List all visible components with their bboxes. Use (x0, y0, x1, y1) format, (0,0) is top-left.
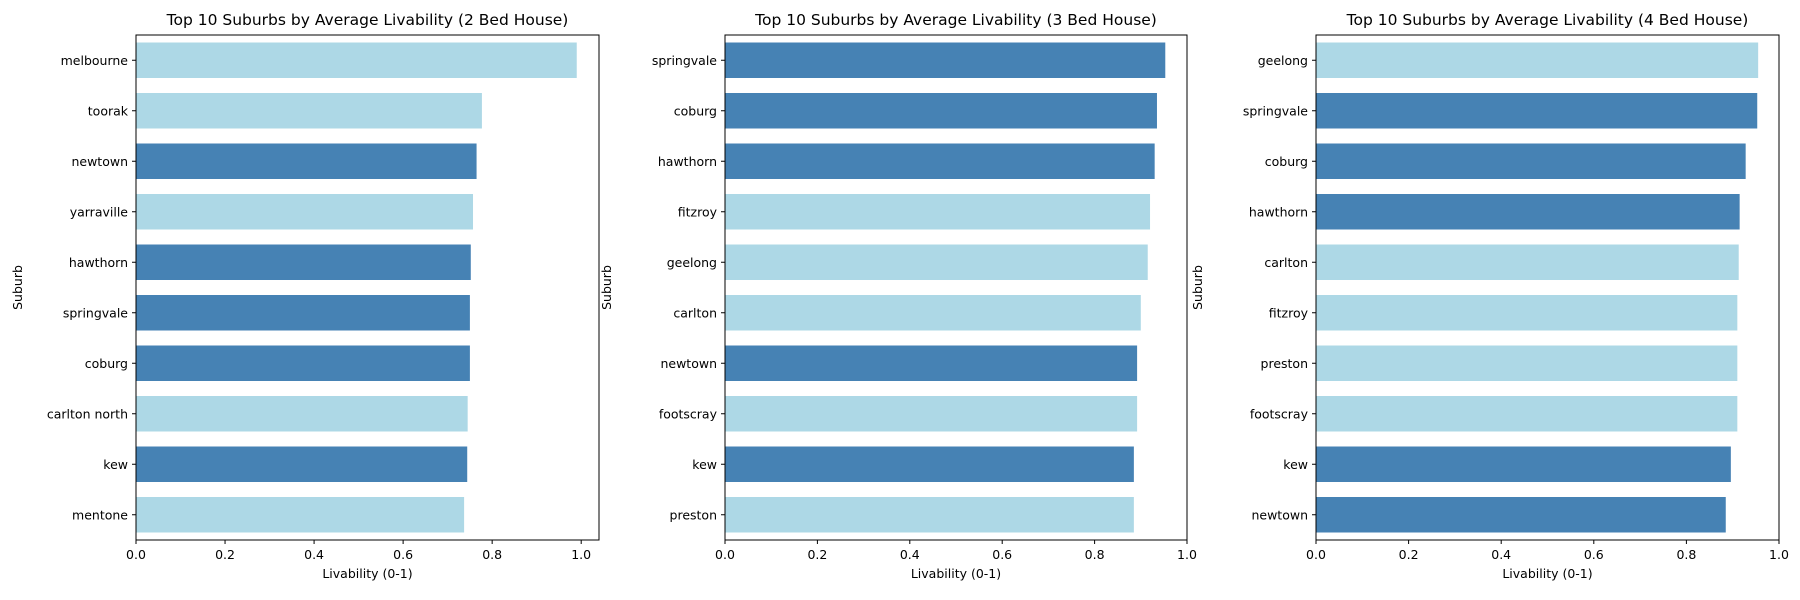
y-tick-label: footscray (1250, 406, 1309, 421)
y-tick-label: springvale (652, 53, 717, 68)
y-tick-label: carlton north (47, 406, 128, 421)
bar-hawthorn (725, 143, 1155, 179)
x-tick-label: 0.0 (126, 547, 146, 562)
axes-frame (1315, 34, 1780, 541)
y-tick-label: preston (1261, 356, 1308, 371)
y-tick-label: carlton (673, 305, 717, 320)
y-tick-label: mentone (72, 507, 128, 522)
bar-springvale (136, 295, 470, 331)
x-tick-label: 1.0 (1177, 547, 1197, 562)
chart-panel-1: Top 10 Suburbs by Average Livability (2 … (10, 11, 600, 581)
x-tick-label: 0.2 (215, 547, 235, 562)
bar-newtown (1316, 497, 1726, 533)
y-tick-label: coburg (1265, 154, 1308, 169)
bar-newtown (725, 345, 1138, 381)
x-tick-label: 0.4 (1491, 547, 1511, 562)
x-tick-label: 0.8 (482, 547, 502, 562)
y-tick-label: geelong (667, 255, 717, 270)
y-axis-label: Suburb (1190, 265, 1205, 310)
bar-kew (725, 446, 1134, 482)
bar-coburg (136, 345, 470, 381)
y-tick-label: footscray (659, 406, 718, 421)
x-tick-label: 1.0 (1769, 547, 1789, 562)
y-tick-label: fitzroy (1269, 305, 1309, 320)
y-axis-label: Suburb (599, 265, 614, 310)
x-axis-label: Livability (0-1) (1502, 566, 1592, 581)
y-tick-label: hawthorn (69, 255, 128, 270)
y-tick-label: preston (670, 507, 717, 522)
y-tick-label: coburg (85, 356, 128, 371)
x-tick-label: 0.2 (807, 547, 827, 562)
y-tick-label: newtown (71, 154, 128, 169)
y-tick-label: melbourne (61, 53, 129, 68)
bar-hawthorn (136, 244, 471, 280)
chart-title: Top 10 Suburbs by Average Livability (4 … (1346, 11, 1749, 29)
x-tick-label: 0.6 (1584, 547, 1604, 562)
y-tick-label: springvale (63, 305, 128, 320)
bar-kew (1316, 446, 1731, 482)
x-tick-label: 0.0 (715, 547, 735, 562)
bar-newtown (136, 143, 477, 179)
bar-yarraville (136, 194, 474, 230)
y-tick-label: newtown (1251, 507, 1308, 522)
axes-frame (724, 34, 1188, 541)
y-tick-label: newtown (660, 356, 717, 371)
bar-preston (725, 497, 1134, 533)
x-tick-label: 0.8 (1676, 547, 1696, 562)
bar-footscray (725, 396, 1138, 432)
bar-toorak (136, 93, 482, 129)
x-tick-label: 0.6 (992, 547, 1012, 562)
chart-title: Top 10 Suburbs by Average Livability (3 … (754, 11, 1157, 29)
x-tick-label: 0.8 (1085, 547, 1105, 562)
bar-preston (1316, 345, 1738, 381)
y-tick-label: hawthorn (658, 154, 717, 169)
bar-coburg (725, 93, 1157, 129)
y-axis-label: Suburb (10, 265, 25, 310)
x-tick-label: 1.0 (571, 547, 591, 562)
x-axis-label: Livability (0-1) (322, 566, 412, 581)
y-tick-label: toorak (88, 103, 129, 118)
bar-springvale (1316, 93, 1758, 129)
axes-frame (135, 34, 600, 541)
y-tick-label: carlton (1264, 255, 1308, 270)
y-tick-label: hawthorn (1249, 204, 1308, 219)
bar-melbourne (136, 42, 577, 78)
y-tick-label: kew (103, 457, 128, 472)
x-tick-label: 0.4 (900, 547, 920, 562)
chart-panel-3: Top 10 Suburbs by Average Livability (4 … (1190, 11, 1789, 581)
y-tick-label: kew (1283, 457, 1308, 472)
y-tick-label: fitzroy (678, 204, 718, 219)
x-axis-label: Livability (0-1) (911, 566, 1001, 581)
bar-geelong (1316, 42, 1759, 78)
x-tick-label: 0.2 (1399, 547, 1419, 562)
x-tick-label: 0.6 (393, 547, 413, 562)
x-tick-label: 0.4 (304, 547, 324, 562)
chart-title: Top 10 Suburbs by Average Livability (2 … (166, 11, 569, 29)
bar-hawthorn (1316, 194, 1740, 230)
y-tick-label: coburg (674, 103, 717, 118)
y-tick-label: yarraville (70, 204, 129, 219)
bar-mentone (136, 497, 465, 533)
bar-kew (136, 446, 468, 482)
x-tick-label: 0.0 (1306, 547, 1326, 562)
bar-carlton (725, 295, 1141, 331)
bar-carlton-north (136, 396, 468, 432)
bar-footscray (1316, 396, 1738, 432)
bar-carlton (1316, 244, 1739, 280)
bar-coburg (1316, 143, 1746, 179)
bar-springvale (725, 42, 1166, 78)
bar-fitzroy (1316, 295, 1738, 331)
y-tick-label: kew (692, 457, 717, 472)
chart-panel-2: Top 10 Suburbs by Average Livability (3 … (599, 11, 1197, 581)
bar-fitzroy (725, 194, 1151, 230)
y-tick-label: geelong (1258, 53, 1308, 68)
chart-panels: Top 10 Suburbs by Average Livability (2 … (10, 11, 1789, 581)
bar-geelong (725, 244, 1148, 280)
y-tick-label: springvale (1243, 103, 1308, 118)
